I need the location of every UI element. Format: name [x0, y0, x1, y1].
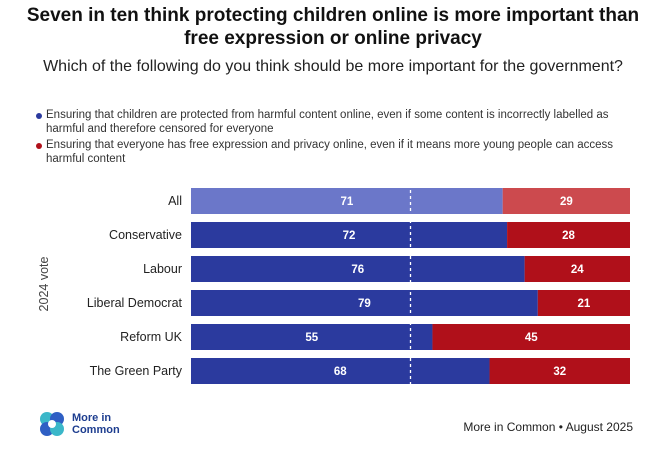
- bar-segment-series-0: [191, 324, 433, 350]
- bar-segment-series-1: [432, 324, 630, 350]
- data-label: 71: [340, 196, 353, 208]
- more-in-common-logo-icon: [40, 412, 64, 436]
- data-label: 32: [553, 366, 566, 378]
- category-label: The Green Party: [90, 364, 183, 378]
- data-label: 55: [305, 332, 318, 344]
- bar-segment-series-0: [191, 358, 490, 384]
- bar-segment-series-0: [191, 222, 508, 248]
- data-label: 24: [571, 264, 584, 276]
- legend-item-free-expression: Ensuring that everyone has free expressi…: [36, 138, 636, 166]
- category-label: Labour: [143, 262, 182, 276]
- category-label: Reform UK: [120, 330, 182, 344]
- legend-label: Ensuring that children are protected fro…: [46, 109, 609, 135]
- data-label: 29: [560, 196, 573, 208]
- source-note: More in Common • August 2025: [463, 420, 633, 434]
- legend-label: Ensuring that everyone has free expressi…: [46, 139, 614, 165]
- legend-swatch-blue-icon: [36, 113, 42, 119]
- bar-segment-series-0: [191, 290, 538, 316]
- bar-segment-series-1: [489, 358, 630, 384]
- data-label: 45: [525, 332, 538, 344]
- bar-chart: All 71 29 Conservative 72 28 Labour 76 24 Liberal…: [87, 184, 630, 390]
- data-label: 68: [334, 366, 347, 378]
- legend-swatch-red-icon: [36, 143, 42, 149]
- bar-segment-series-1: [502, 188, 630, 214]
- data-label: 72: [343, 230, 356, 242]
- logo-text: More in Common: [72, 412, 120, 436]
- bar-segment-series-1: [524, 256, 630, 282]
- chart-title: Seven in ten think protecting children o…: [26, 5, 640, 49]
- data-label: 76: [351, 264, 364, 276]
- brand-logo: More in Common: [38, 410, 142, 438]
- category-label: Liberal Democrat: [87, 296, 183, 310]
- data-label: 79: [358, 298, 371, 310]
- category-label: Conservative: [109, 228, 182, 242]
- category-label: All: [168, 194, 182, 208]
- legend: Ensuring that children are protected fro…: [36, 108, 636, 168]
- data-label: 28: [562, 230, 575, 242]
- chart-subtitle: Which of the following do you think shou…: [43, 58, 623, 75]
- legend-item-protect-children: Ensuring that children are protected fro…: [36, 108, 636, 136]
- bar-segment-series-1: [537, 290, 630, 316]
- bar-segment-series-1: [507, 222, 630, 248]
- bar-segment-series-0: [191, 188, 503, 214]
- data-label: 21: [578, 298, 591, 310]
- bar-segment-series-0: [191, 256, 525, 282]
